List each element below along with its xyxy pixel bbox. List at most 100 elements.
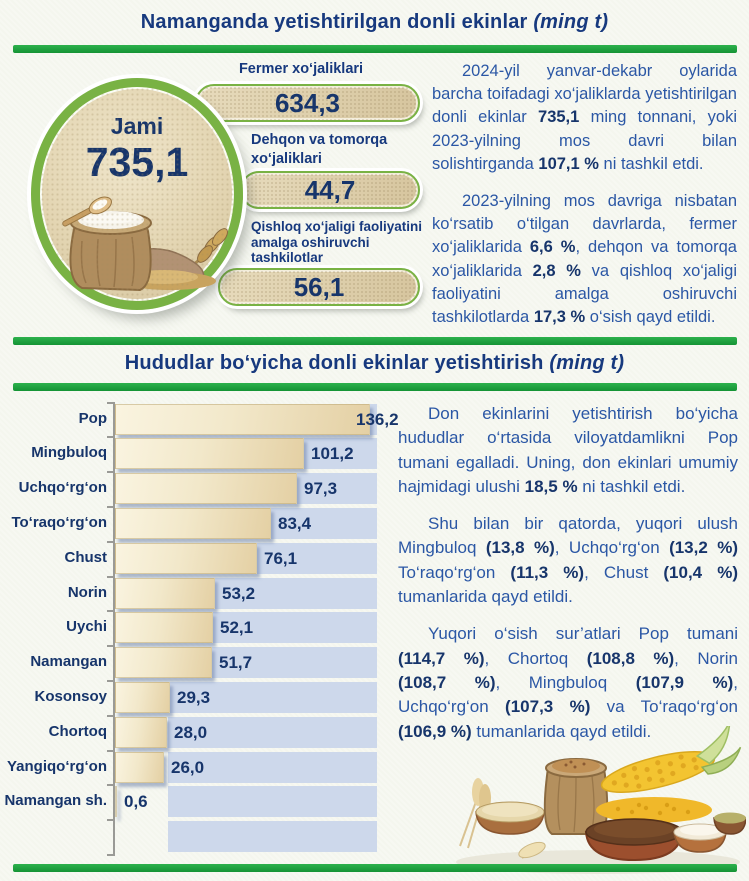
plot-row-band bbox=[168, 751, 377, 783]
text-run: , Mingbuloq bbox=[495, 672, 636, 692]
text-run: va qishloq xo‘jaligi faoliyatini amalga … bbox=[432, 261, 737, 327]
plot-row-band bbox=[168, 821, 377, 853]
chart-bar bbox=[115, 681, 170, 713]
highlight-value: (108,8 %) bbox=[586, 648, 675, 668]
text-run: Shu bilan bir qatorda, yuqori ulush Ming… bbox=[398, 514, 738, 558]
chart-axis-tick bbox=[107, 471, 113, 474]
chart-category-label: Kosonsoy bbox=[34, 687, 107, 705]
regions-bar-chart: Pop 136,2 Mingbuloq 101,2 Uchqo‘rg‘on 97,3 To‘… bbox=[0, 400, 400, 862]
chart-axis-tick bbox=[107, 436, 113, 439]
highlight-value: (107,9 %) bbox=[635, 672, 734, 692]
bar-dehqon-value: 44,7 bbox=[304, 174, 356, 205]
chart-bar bbox=[115, 716, 167, 748]
chart-axis-tick bbox=[107, 540, 113, 543]
chart-category-label: Pop bbox=[78, 409, 107, 427]
plot-row-band bbox=[168, 681, 377, 713]
text-run: tumanlarida qayd etildi. bbox=[398, 587, 573, 607]
paragraph: 2023-yilning mos davriga nisbatan ko‘rsa… bbox=[432, 190, 737, 329]
paragraph: Don ekinlarini yetishtirish bo‘yicha hud… bbox=[398, 402, 738, 499]
text-run: , Uchqo‘rg‘on bbox=[398, 672, 738, 717]
chart-axis-tick bbox=[107, 784, 113, 787]
text-run: Yuqori o‘sish sur’atlari Pop tumani bbox=[428, 624, 738, 644]
text-run: , Uchqo‘rg‘on bbox=[554, 538, 670, 558]
text-run: 2024-yil yanvar-dekabr oylarida barcha t… bbox=[432, 62, 737, 127]
section1-text-column: 2024-yil yanvar-dekabr oylarida barcha t… bbox=[432, 60, 737, 329]
chart-value-label: 26,0 bbox=[171, 757, 205, 777]
green-divider bbox=[13, 45, 737, 53]
chart-axis-tick bbox=[107, 853, 113, 856]
chart-axis-tick bbox=[107, 575, 113, 578]
text-run: ni tashkil etdi. bbox=[598, 154, 704, 173]
chart-bar bbox=[115, 438, 304, 470]
grains-photo-illustration bbox=[456, 726, 746, 874]
text-run: , Chortoq bbox=[484, 648, 587, 668]
chart-category-label: Uychi bbox=[66, 618, 107, 636]
chart-axis-tick bbox=[107, 401, 113, 404]
highlight-value: 735,1 bbox=[538, 108, 580, 127]
highlight-value: 17,3 % bbox=[533, 308, 586, 327]
text-run: , Norin bbox=[674, 648, 739, 668]
text-run: va To‘raqo‘rg‘on bbox=[590, 697, 738, 717]
total-value: 735,1 bbox=[85, 139, 189, 185]
bar-tashkilot-value: 56,1 bbox=[293, 271, 345, 302]
page-title: Namanganda yetishtirilgan donli ekinlar … bbox=[0, 11, 749, 34]
chart-axis-tick bbox=[107, 714, 113, 717]
section2-title: Hududlar bo‘yicha donli ekinlar yetishti… bbox=[0, 352, 749, 375]
chart-value-label: 28,0 bbox=[174, 722, 208, 742]
chart-value-label: 51,7 bbox=[219, 653, 253, 673]
chart-category-label: Yangiqo‘rg‘on bbox=[7, 757, 107, 775]
green-divider bbox=[13, 383, 737, 391]
text-run: Don ekinlarini yetishtirish bo‘yicha hud… bbox=[398, 404, 738, 496]
chart-category-label: To‘raqo‘rg‘on bbox=[11, 513, 107, 531]
chart-category-label: Namangan sh. bbox=[4, 792, 107, 810]
text-run: , Chust bbox=[584, 562, 664, 582]
chart-category-label: Namangan bbox=[30, 653, 107, 671]
highlight-value: 2,8 % bbox=[532, 261, 581, 280]
highlight-value: 107,1 % bbox=[538, 154, 599, 173]
highlight-value: (106,9 %) bbox=[398, 721, 472, 741]
highlight-value: 18,5 % bbox=[524, 476, 578, 496]
section2-title-unit: (ming t) bbox=[549, 352, 625, 374]
text-run: tumanlarida qayd etildi. bbox=[471, 721, 652, 741]
chart-category-label: Uchqo‘rg‘on bbox=[18, 479, 107, 497]
total-circle: Jami 735,1 bbox=[31, 78, 243, 310]
highlight-value: (11,3 %) bbox=[510, 562, 585, 582]
chart-value-label: 97,3 bbox=[304, 479, 338, 499]
chart-bar bbox=[115, 612, 213, 644]
highlight-value: (114,7 %) bbox=[398, 648, 485, 668]
chart-category-label: Norin bbox=[67, 583, 107, 601]
text-run: ni tashkil etdi. bbox=[577, 476, 686, 496]
chart-bar bbox=[115, 786, 117, 818]
pill-label-dehqon: Dehqon va tomorqa xo‘jaliklari bbox=[251, 132, 388, 167]
page-title-text: Namanganda yetishtirilgan donli ekinlar bbox=[140, 11, 528, 33]
chart-axis-tick bbox=[107, 679, 113, 682]
green-divider bbox=[13, 864, 737, 872]
highlight-value: (10,4 %) bbox=[663, 562, 738, 582]
paragraph: 2024-yil yanvar-dekabr oylarida barcha t… bbox=[432, 60, 737, 176]
pill-label-tashkilot: Qishloq xo‘jaligi faoliyatini amalga osh… bbox=[251, 219, 423, 265]
chart-value-label: 76,1 bbox=[264, 548, 298, 568]
chart-axis-tick bbox=[107, 749, 113, 752]
green-divider bbox=[13, 337, 737, 345]
chart-value-label: 83,4 bbox=[278, 513, 312, 533]
text-run: ming tonnani, yoki 2023-yilning mos davr… bbox=[432, 108, 737, 173]
chart-axis-tick bbox=[107, 645, 113, 648]
text-run: To‘raqo‘rg‘on bbox=[398, 562, 511, 582]
section2-text-column: Don ekinlarini yetishtirish bo‘yicha hud… bbox=[398, 402, 738, 744]
plot-row-band bbox=[168, 716, 377, 748]
paragraph: Yuqori o‘sish sur’atlari Pop tumani (114… bbox=[398, 622, 738, 743]
chart-axis-tick bbox=[107, 819, 113, 822]
text-run: o‘sish qayd etildi. bbox=[585, 308, 716, 327]
highlight-value: (13,8 %) bbox=[485, 538, 555, 558]
page-title-unit: (ming t) bbox=[533, 11, 609, 33]
chart-value-label: 52,1 bbox=[220, 618, 254, 638]
bar-dehqon: 44,7 bbox=[240, 171, 420, 209]
chart-value-label: 53,2 bbox=[222, 583, 256, 603]
chart-value-label: 101,2 bbox=[311, 444, 354, 464]
flour-sack-illustration bbox=[62, 196, 228, 292]
chart-value-label: 136,2 bbox=[356, 409, 399, 429]
highlight-value: (13,2 %) bbox=[669, 538, 738, 558]
pill-label-fermer: Fermer xo‘jaliklari bbox=[238, 61, 364, 77]
chart-value-label: 0,6 bbox=[124, 792, 148, 812]
